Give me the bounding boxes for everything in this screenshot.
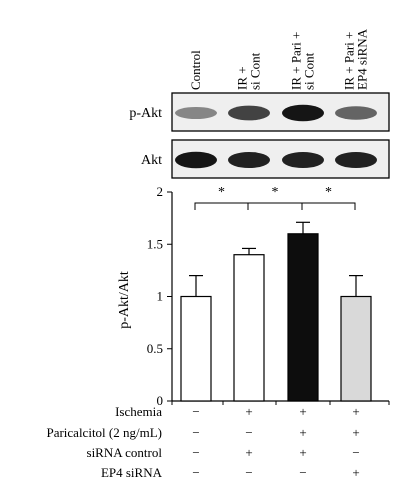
condition-1-lane-2-sign: + <box>245 404 252 419</box>
condition-2-lane-3-sign: + <box>299 425 306 440</box>
condition-3-lane-2-sign: + <box>245 445 252 460</box>
condition-4-lane-3-sign: − <box>299 465 306 480</box>
bar-4 <box>340 295 372 402</box>
condition-4-lane-2-sign: − <box>245 465 252 480</box>
bar-3 <box>287 233 319 402</box>
condition-4-lane-1-sign: − <box>192 465 199 480</box>
lane-labels: Control IR +si Cont IR + Pari +si Cont IR +… <box>188 28 370 90</box>
lane-label-4-line-2: EP4 siRNA <box>355 28 370 90</box>
condition-3-lane-3-sign: + <box>299 445 306 460</box>
lane-label-2-line-2: si Cont <box>248 52 263 90</box>
y-tick-label-2: 0.5 <box>147 341 163 356</box>
significance-bracket-2 <box>247 202 303 210</box>
significance-star-3: * <box>325 185 332 200</box>
condition-2-lane-1-sign: − <box>192 425 199 440</box>
condition-label-2: Paricalcitol (2 ng/mL) <box>46 425 162 440</box>
condition-1-lane-3-sign: + <box>299 404 306 419</box>
blot-2-band-3 <box>282 151 324 169</box>
condition-3-lane-4-sign: − <box>352 445 359 460</box>
condition-label-3: siRNA control <box>87 445 163 460</box>
blot-2-band-1 <box>175 151 217 169</box>
blot-label-1: p-Akt <box>129 106 162 121</box>
significance-bracket-3 <box>301 202 356 210</box>
y-tick-label-1: 0 <box>157 393 164 408</box>
condition-3-lane-1-sign: − <box>192 445 199 460</box>
blot-label-2: Akt <box>141 153 162 168</box>
y-tick-label-4: 1.5 <box>147 236 163 251</box>
y-tick-label-5: 2 <box>157 184 164 199</box>
lane-label-4-line-1: IR + Pari + <box>342 32 357 90</box>
blot-2-band-4 <box>335 151 377 169</box>
y-axis-title: p-Akt/Akt <box>117 271 132 329</box>
bar-2 <box>233 254 265 402</box>
significance-star-1: * <box>218 185 225 200</box>
significance-star-2: * <box>272 185 279 200</box>
blot-1-band-1 <box>175 106 217 120</box>
condition-label-4: EP4 siRNA <box>101 465 163 480</box>
y-tick-label-3: 1 <box>157 289 164 304</box>
blot-1-band-2 <box>228 105 270 121</box>
significance-bracket-1 <box>194 202 249 210</box>
blot-2-band-2 <box>228 151 270 169</box>
blot-1-band-4 <box>335 106 377 120</box>
condition-2-lane-4-sign: + <box>352 425 359 440</box>
lane-label-3-line-1: IR + Pari + <box>289 32 304 90</box>
condition-table: Ischemia − + + + Paricalcitol (2 ng/mL) − − + + si… <box>46 404 359 480</box>
condition-4-lane-4-sign: + <box>352 465 359 480</box>
western-blots: p-Akt Akt <box>129 92 390 179</box>
blot-1-band-3 <box>282 104 324 122</box>
bar-chart: 0 0.5 1 1.5 2 p-Akt/Akt * * * <box>117 184 390 408</box>
condition-1-lane-1-sign: − <box>192 404 199 419</box>
condition-2-lane-2-sign: − <box>245 425 252 440</box>
condition-1-lane-4-sign: + <box>352 404 359 419</box>
bar-1 <box>180 295 212 402</box>
condition-label-1: Ischemia <box>115 404 162 419</box>
lane-label-3-line-2: si Cont <box>302 52 317 90</box>
lane-label-2-line-1: IR + <box>235 66 250 90</box>
lane-label-1-line-1: Control <box>188 50 203 90</box>
